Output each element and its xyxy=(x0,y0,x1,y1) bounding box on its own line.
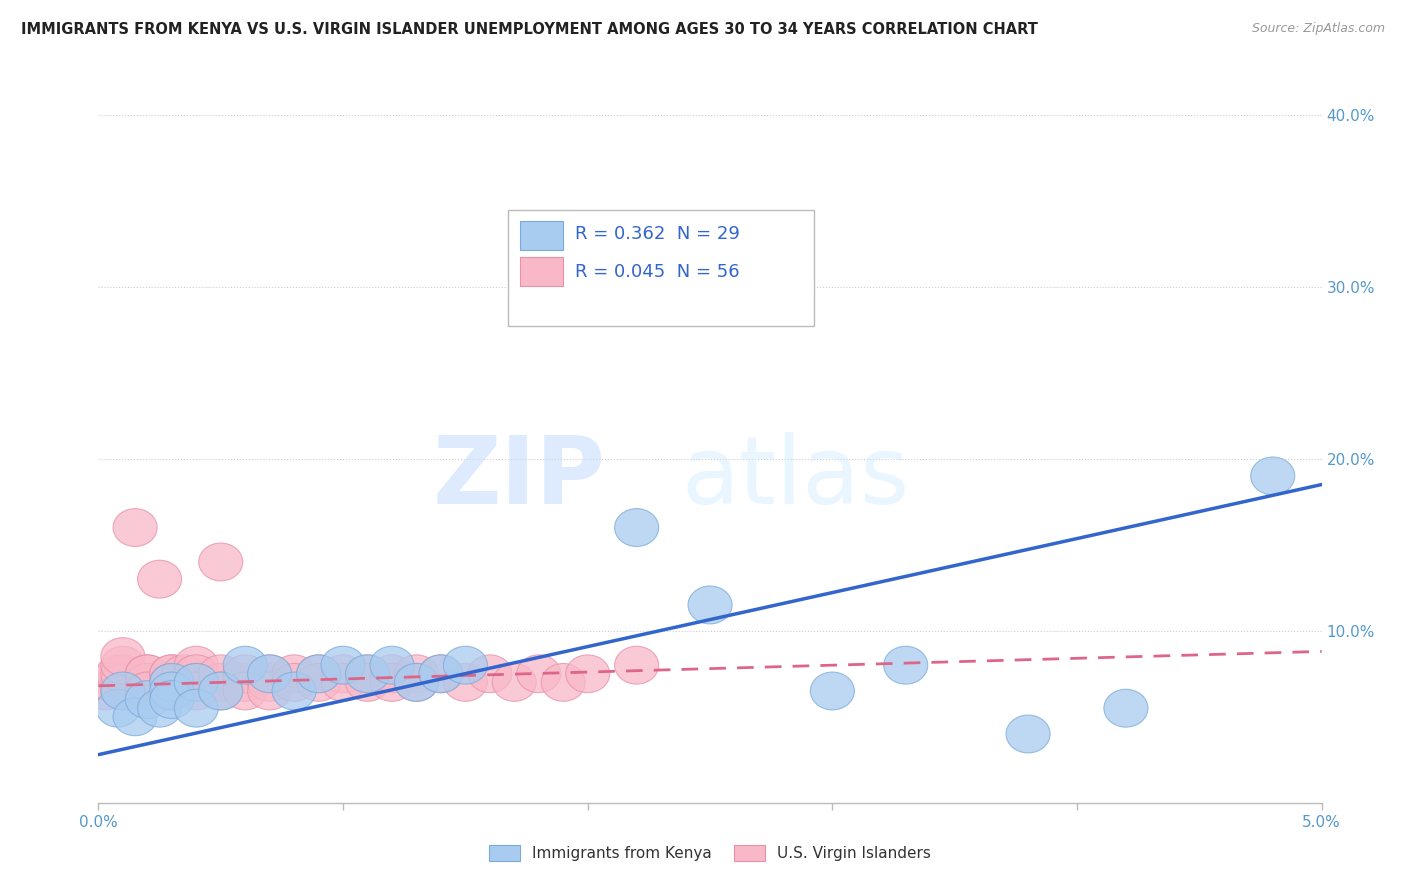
Ellipse shape xyxy=(297,655,340,693)
Text: atlas: atlas xyxy=(682,432,910,524)
Ellipse shape xyxy=(101,655,145,693)
Ellipse shape xyxy=(174,655,218,693)
Ellipse shape xyxy=(174,672,218,710)
Ellipse shape xyxy=(321,664,366,701)
Ellipse shape xyxy=(492,664,536,701)
Ellipse shape xyxy=(125,672,169,710)
Ellipse shape xyxy=(346,664,389,701)
Ellipse shape xyxy=(174,664,218,701)
Ellipse shape xyxy=(419,655,463,693)
Ellipse shape xyxy=(273,672,316,710)
Text: R = 0.362  N = 29: R = 0.362 N = 29 xyxy=(575,225,741,244)
Ellipse shape xyxy=(346,655,389,693)
Ellipse shape xyxy=(321,646,366,684)
Ellipse shape xyxy=(247,672,291,710)
Ellipse shape xyxy=(1007,715,1050,753)
Ellipse shape xyxy=(96,690,141,727)
Ellipse shape xyxy=(112,508,157,547)
Ellipse shape xyxy=(101,638,145,675)
Ellipse shape xyxy=(370,664,413,701)
Ellipse shape xyxy=(198,655,243,693)
Ellipse shape xyxy=(174,646,218,684)
Ellipse shape xyxy=(224,655,267,693)
Ellipse shape xyxy=(688,586,733,624)
Ellipse shape xyxy=(517,655,561,693)
Ellipse shape xyxy=(443,664,488,701)
Ellipse shape xyxy=(884,646,928,684)
Ellipse shape xyxy=(370,655,413,693)
Ellipse shape xyxy=(138,560,181,599)
Text: IMMIGRANTS FROM KENYA VS U.S. VIRGIN ISLANDER UNEMPLOYMENT AMONG AGES 30 TO 34 Y: IMMIGRANTS FROM KENYA VS U.S. VIRGIN ISL… xyxy=(21,22,1038,37)
Ellipse shape xyxy=(247,655,291,693)
Ellipse shape xyxy=(565,234,610,271)
Ellipse shape xyxy=(101,646,145,684)
Ellipse shape xyxy=(150,681,194,719)
Text: Source: ZipAtlas.com: Source: ZipAtlas.com xyxy=(1251,22,1385,36)
Text: ZIP: ZIP xyxy=(433,432,606,524)
Ellipse shape xyxy=(810,672,855,710)
Ellipse shape xyxy=(125,655,169,693)
Ellipse shape xyxy=(162,655,207,693)
Ellipse shape xyxy=(224,646,267,684)
Ellipse shape xyxy=(273,664,316,701)
Ellipse shape xyxy=(224,672,267,710)
Ellipse shape xyxy=(198,672,243,710)
FancyBboxPatch shape xyxy=(520,257,564,286)
Ellipse shape xyxy=(395,664,439,701)
Ellipse shape xyxy=(247,655,291,693)
Ellipse shape xyxy=(89,664,132,701)
Ellipse shape xyxy=(395,655,439,693)
Ellipse shape xyxy=(101,672,145,710)
Ellipse shape xyxy=(273,655,316,693)
Ellipse shape xyxy=(198,664,243,701)
Ellipse shape xyxy=(125,664,169,701)
Ellipse shape xyxy=(125,681,169,719)
Ellipse shape xyxy=(138,690,181,727)
Ellipse shape xyxy=(125,664,169,701)
Ellipse shape xyxy=(321,655,366,693)
Ellipse shape xyxy=(541,664,585,701)
Ellipse shape xyxy=(150,655,194,693)
Ellipse shape xyxy=(468,655,512,693)
Ellipse shape xyxy=(565,655,610,693)
Ellipse shape xyxy=(96,655,141,693)
Legend: Immigrants from Kenya, U.S. Virgin Islanders: Immigrants from Kenya, U.S. Virgin Islan… xyxy=(482,839,938,867)
Ellipse shape xyxy=(614,646,658,684)
Ellipse shape xyxy=(297,664,340,701)
Ellipse shape xyxy=(395,664,439,701)
Ellipse shape xyxy=(443,646,488,684)
FancyBboxPatch shape xyxy=(508,211,814,326)
Ellipse shape xyxy=(101,672,145,710)
Ellipse shape xyxy=(174,690,218,727)
Ellipse shape xyxy=(1104,690,1147,727)
Ellipse shape xyxy=(370,646,413,684)
Ellipse shape xyxy=(247,664,291,701)
Ellipse shape xyxy=(224,664,267,701)
Ellipse shape xyxy=(125,655,169,693)
Ellipse shape xyxy=(419,655,463,693)
Ellipse shape xyxy=(198,543,243,581)
Ellipse shape xyxy=(150,664,194,701)
Ellipse shape xyxy=(150,672,194,710)
Text: R = 0.045  N = 56: R = 0.045 N = 56 xyxy=(575,263,740,281)
Ellipse shape xyxy=(112,698,157,736)
Ellipse shape xyxy=(101,664,145,701)
Ellipse shape xyxy=(150,672,194,710)
Ellipse shape xyxy=(346,655,389,693)
FancyBboxPatch shape xyxy=(520,221,564,250)
Ellipse shape xyxy=(198,672,243,710)
Ellipse shape xyxy=(150,664,194,701)
Ellipse shape xyxy=(84,672,128,710)
Ellipse shape xyxy=(150,664,194,701)
Ellipse shape xyxy=(1251,457,1295,495)
Ellipse shape xyxy=(614,508,658,547)
Ellipse shape xyxy=(150,655,194,693)
Ellipse shape xyxy=(297,655,340,693)
Ellipse shape xyxy=(174,664,218,701)
Ellipse shape xyxy=(125,672,169,710)
